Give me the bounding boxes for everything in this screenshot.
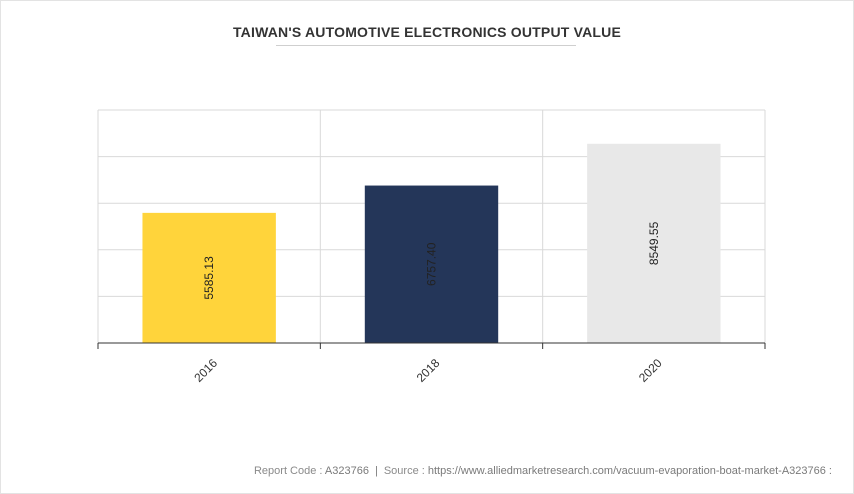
data-label-2018: 6757.40 (425, 242, 439, 286)
report-code: A323766 (324, 465, 369, 477)
source-label: Source : (383, 465, 428, 477)
data-label-2020: 8549.55 (647, 221, 661, 265)
bar-2016[interactable] (142, 212, 276, 343)
bar-2020[interactable] (587, 143, 721, 343)
bar-2018[interactable] (364, 185, 499, 343)
x-tick-label-2018: 2018 (414, 356, 443, 385)
x-tick-label-2020: 2020 (636, 356, 665, 385)
footer-source: Report Code : A323766 | Source : https://w… (254, 465, 832, 477)
bars: 5585.13 6757.40 8549.55 (142, 143, 721, 343)
x-axis: 2016 2018 2020 (97, 342, 766, 385)
chart-title: TAIWAN'S AUTOMOTIVE ELECTRONICS OUTPUT V… (232, 24, 622, 40)
title-underline (276, 45, 576, 46)
data-label-2016: 5585.13 (202, 256, 216, 300)
footer-separator: | (374, 465, 378, 477)
x-tick-label-2016: 2016 (191, 356, 220, 385)
source-url[interactable]: https://www.alliedmarketresearch.com/vac… (427, 465, 832, 477)
report-code-label: Report Code : (253, 465, 325, 477)
